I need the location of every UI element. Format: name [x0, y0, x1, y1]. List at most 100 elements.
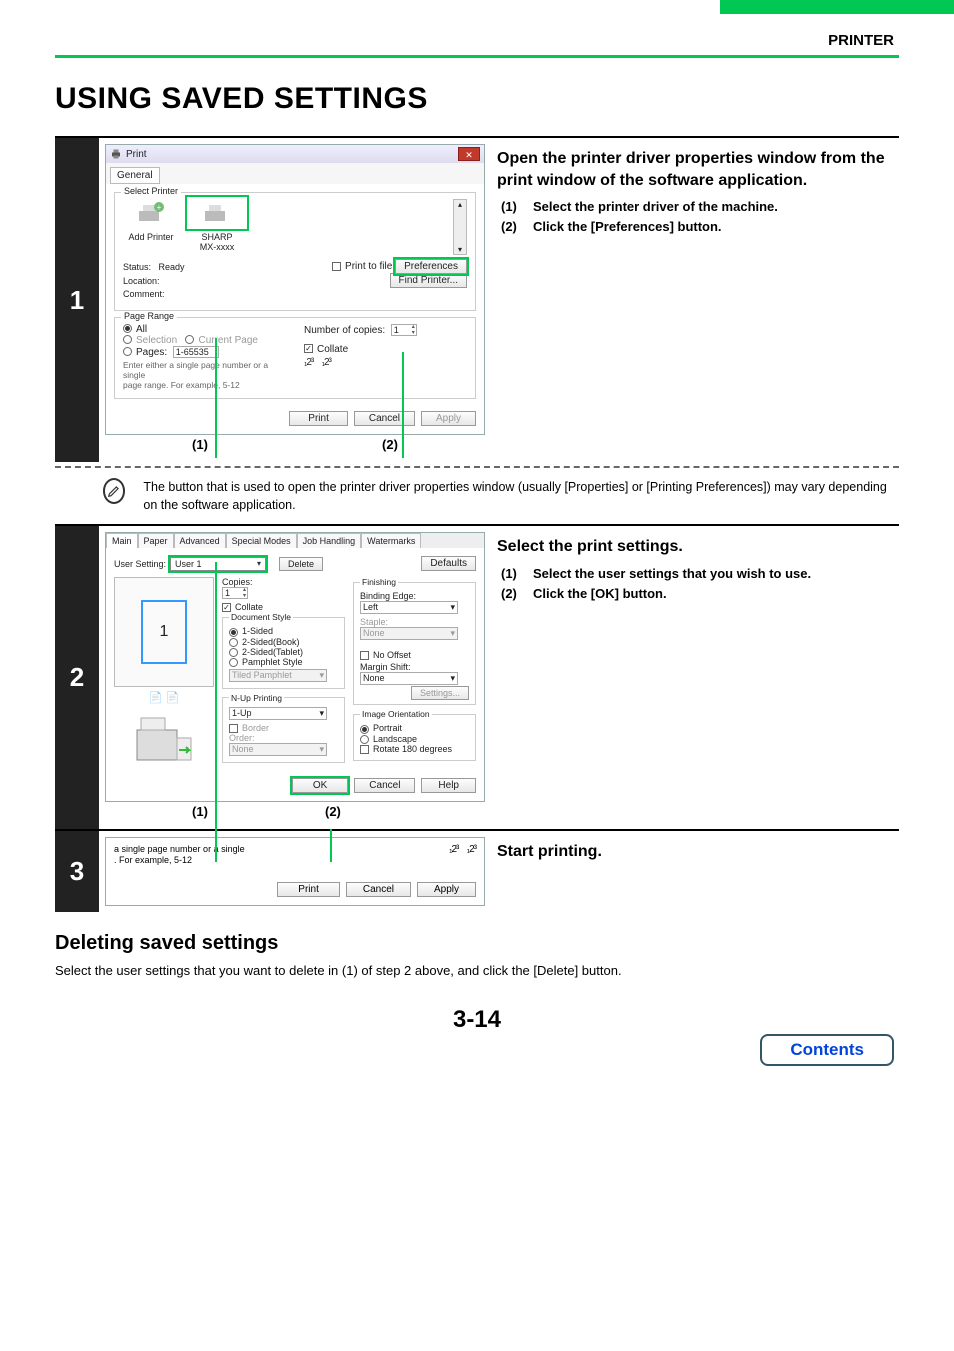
settings-button[interactable]: Settings... [411, 686, 469, 700]
note-icon [103, 478, 125, 504]
add-printer-item[interactable]: + Add Printer [123, 199, 179, 255]
find-printer-button[interactable]: Find Printer... [390, 273, 467, 288]
tab-paper[interactable]: Paper [138, 533, 174, 548]
cancel-button-s3[interactable]: Cancel [346, 882, 411, 897]
cancel-button-2[interactable]: Cancel [354, 778, 415, 793]
callout-1: (1) [105, 437, 295, 452]
delete-button[interactable]: Delete [279, 557, 323, 571]
step-1-block: 1 Print ✕ Genera [55, 136, 899, 524]
pages-input[interactable]: 1-65535 [173, 346, 219, 358]
help-button[interactable]: Help [421, 778, 476, 793]
print-button-s3[interactable]: Print [277, 882, 340, 897]
margin-select[interactable]: None▾ [360, 672, 458, 685]
tiled-pamphlet-select[interactable]: Tiled Pamphlet▾ [229, 669, 327, 682]
step-3-block: 3 a single page number or a single . For… [55, 829, 899, 912]
preferences-button[interactable]: Preferences [395, 259, 467, 274]
scroll-down-icon[interactable]: ▾ [458, 245, 462, 254]
top-accent-bar [720, 0, 954, 14]
driver-dialog: Main Paper Advanced Special Modes Job Ha… [105, 532, 485, 802]
order-select[interactable]: None▾ [229, 743, 327, 756]
ok-button[interactable]: OK [292, 778, 348, 793]
cancel-button[interactable]: Cancel [354, 411, 415, 426]
scroll-up-icon[interactable]: ▴ [458, 200, 462, 209]
tab-special-modes[interactable]: Special Modes [226, 533, 297, 548]
radio-current-page[interactable] [185, 335, 194, 344]
tab-job-handling[interactable]: Job Handling [297, 533, 362, 548]
print-button[interactable]: Print [289, 411, 348, 426]
rotate-checkbox[interactable] [360, 745, 369, 754]
copies-label: Copies: [222, 577, 253, 587]
defaults-button[interactable]: Defaults [421, 556, 476, 571]
step-1-number: 1 [55, 138, 99, 462]
chevron-down-icon-7: ▾ [450, 673, 455, 684]
callout-2-1: (1) [105, 804, 295, 819]
radio-2sided-book[interactable] [229, 638, 238, 647]
nup-select[interactable]: 1-Up ▾ [229, 707, 327, 720]
page-number: 3-14 [0, 1006, 954, 1034]
orientation-legend: Image Orientation [360, 709, 432, 719]
apply-button[interactable]: Apply [421, 411, 476, 426]
collate-label: Collate [317, 344, 348, 355]
step2-sub1-num: (1) [501, 564, 525, 584]
radio-pages[interactable] [123, 347, 132, 356]
print-to-file-checkbox[interactable] [332, 262, 341, 271]
radio-all[interactable] [123, 324, 132, 333]
radio-landscape[interactable] [360, 735, 369, 744]
step1-sub1-num: (1) [501, 197, 525, 217]
user-setting-combo[interactable]: User 1▾ [170, 557, 266, 571]
highlight-printer [185, 195, 249, 231]
user-setting-label: User Setting: [114, 559, 166, 569]
document-style-group: Document Style 1-Sided 2-Sided(Book) 2-S… [222, 612, 345, 689]
step-3-heading: Start printing. [497, 841, 891, 863]
order-value: None [232, 744, 254, 755]
copies-spinner-2[interactable]: 1 [222, 587, 248, 599]
tab-advanced[interactable]: Advanced [174, 533, 226, 548]
radio-portrait[interactable] [360, 725, 369, 734]
ds1: 1-Sided [242, 626, 273, 636]
tab-main[interactable]: Main [106, 533, 138, 548]
landscape-label: Landscape [373, 734, 417, 744]
guide-line-1 [215, 338, 217, 458]
sharp-printer-item[interactable]: SHARP MX-xxxx [189, 199, 245, 255]
radio-pamphlet[interactable] [229, 658, 238, 667]
copies-spinner[interactable]: 1 [391, 324, 417, 336]
tab-general[interactable]: General [110, 167, 160, 184]
radio-1sided[interactable] [229, 628, 238, 637]
binding-select[interactable]: Left▾ [360, 601, 458, 614]
no-offset-checkbox[interactable] [360, 651, 369, 660]
group-select-printer-label: Select Printer [121, 186, 181, 196]
radio-selection[interactable] [123, 335, 132, 344]
border-checkbox[interactable] [229, 724, 238, 733]
chevron-down-icon-6: ▾ [450, 628, 455, 639]
guide-line-3 [215, 562, 217, 862]
step2-sub2-num: (2) [501, 584, 525, 604]
contents-button[interactable]: Contents [760, 1034, 894, 1066]
radio-2sided-tablet[interactable] [229, 648, 238, 657]
guide-line-2 [402, 352, 404, 458]
status-label: Status: [123, 262, 151, 272]
printer-list-scrollbar[interactable]: ▴ ▾ [453, 199, 467, 255]
pages-label: Pages: [136, 347, 167, 358]
selection-label: Selection [136, 335, 177, 346]
staple-select[interactable]: None▾ [360, 627, 458, 640]
close-icon[interactable]: ✕ [458, 147, 480, 161]
num-copies-label: Number of copies: [304, 325, 385, 336]
sharp-model: MX-xxxx [200, 242, 235, 252]
ds4: Pamphlet Style [242, 657, 303, 667]
print-dialog-titlebar: Print ✕ [106, 145, 484, 163]
step-1-note-text: The button that is used to open the prin… [143, 478, 895, 514]
chevron-down-icon-5: ▾ [450, 602, 455, 613]
collate-icon: ₁2³ [304, 357, 313, 368]
collate-checkbox-2[interactable]: ✓ [222, 603, 231, 612]
rotate-label: Rotate 180 degrees [373, 744, 452, 754]
step-2-number: 2 [55, 526, 99, 829]
collate-checkbox[interactable]: ✓ [304, 344, 313, 353]
page-hint-1: Enter either a single page number or a s… [123, 360, 268, 380]
nup-value: 1-Up [232, 708, 252, 719]
step-2-heading: Select the print settings. [497, 536, 891, 558]
apply-button-s3[interactable]: Apply [417, 882, 476, 897]
step2-sub1-text: Select the user settings that you wish t… [533, 564, 811, 584]
user-setting-value: User 1 [175, 559, 202, 569]
chevron-down-icon-3: ▾ [319, 708, 324, 719]
tab-watermarks[interactable]: Watermarks [361, 533, 421, 548]
